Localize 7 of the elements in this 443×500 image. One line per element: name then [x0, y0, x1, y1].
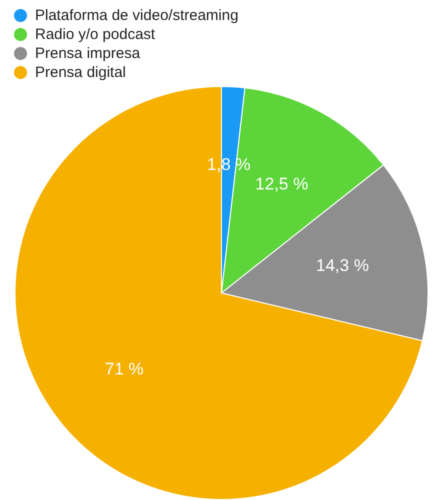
legend-label: Plataforma de video/streaming — [35, 6, 238, 25]
data-label: 71 % — [104, 360, 144, 378]
slice-label: Prensa digital — [35, 63, 126, 82]
legend-label: Radio y/o podcast — [35, 25, 156, 44]
data-label: 12,5 % — [255, 174, 308, 194]
data-label: 14,3 % — [316, 256, 369, 275]
legend-label: Prensa impresa — [35, 44, 140, 63]
